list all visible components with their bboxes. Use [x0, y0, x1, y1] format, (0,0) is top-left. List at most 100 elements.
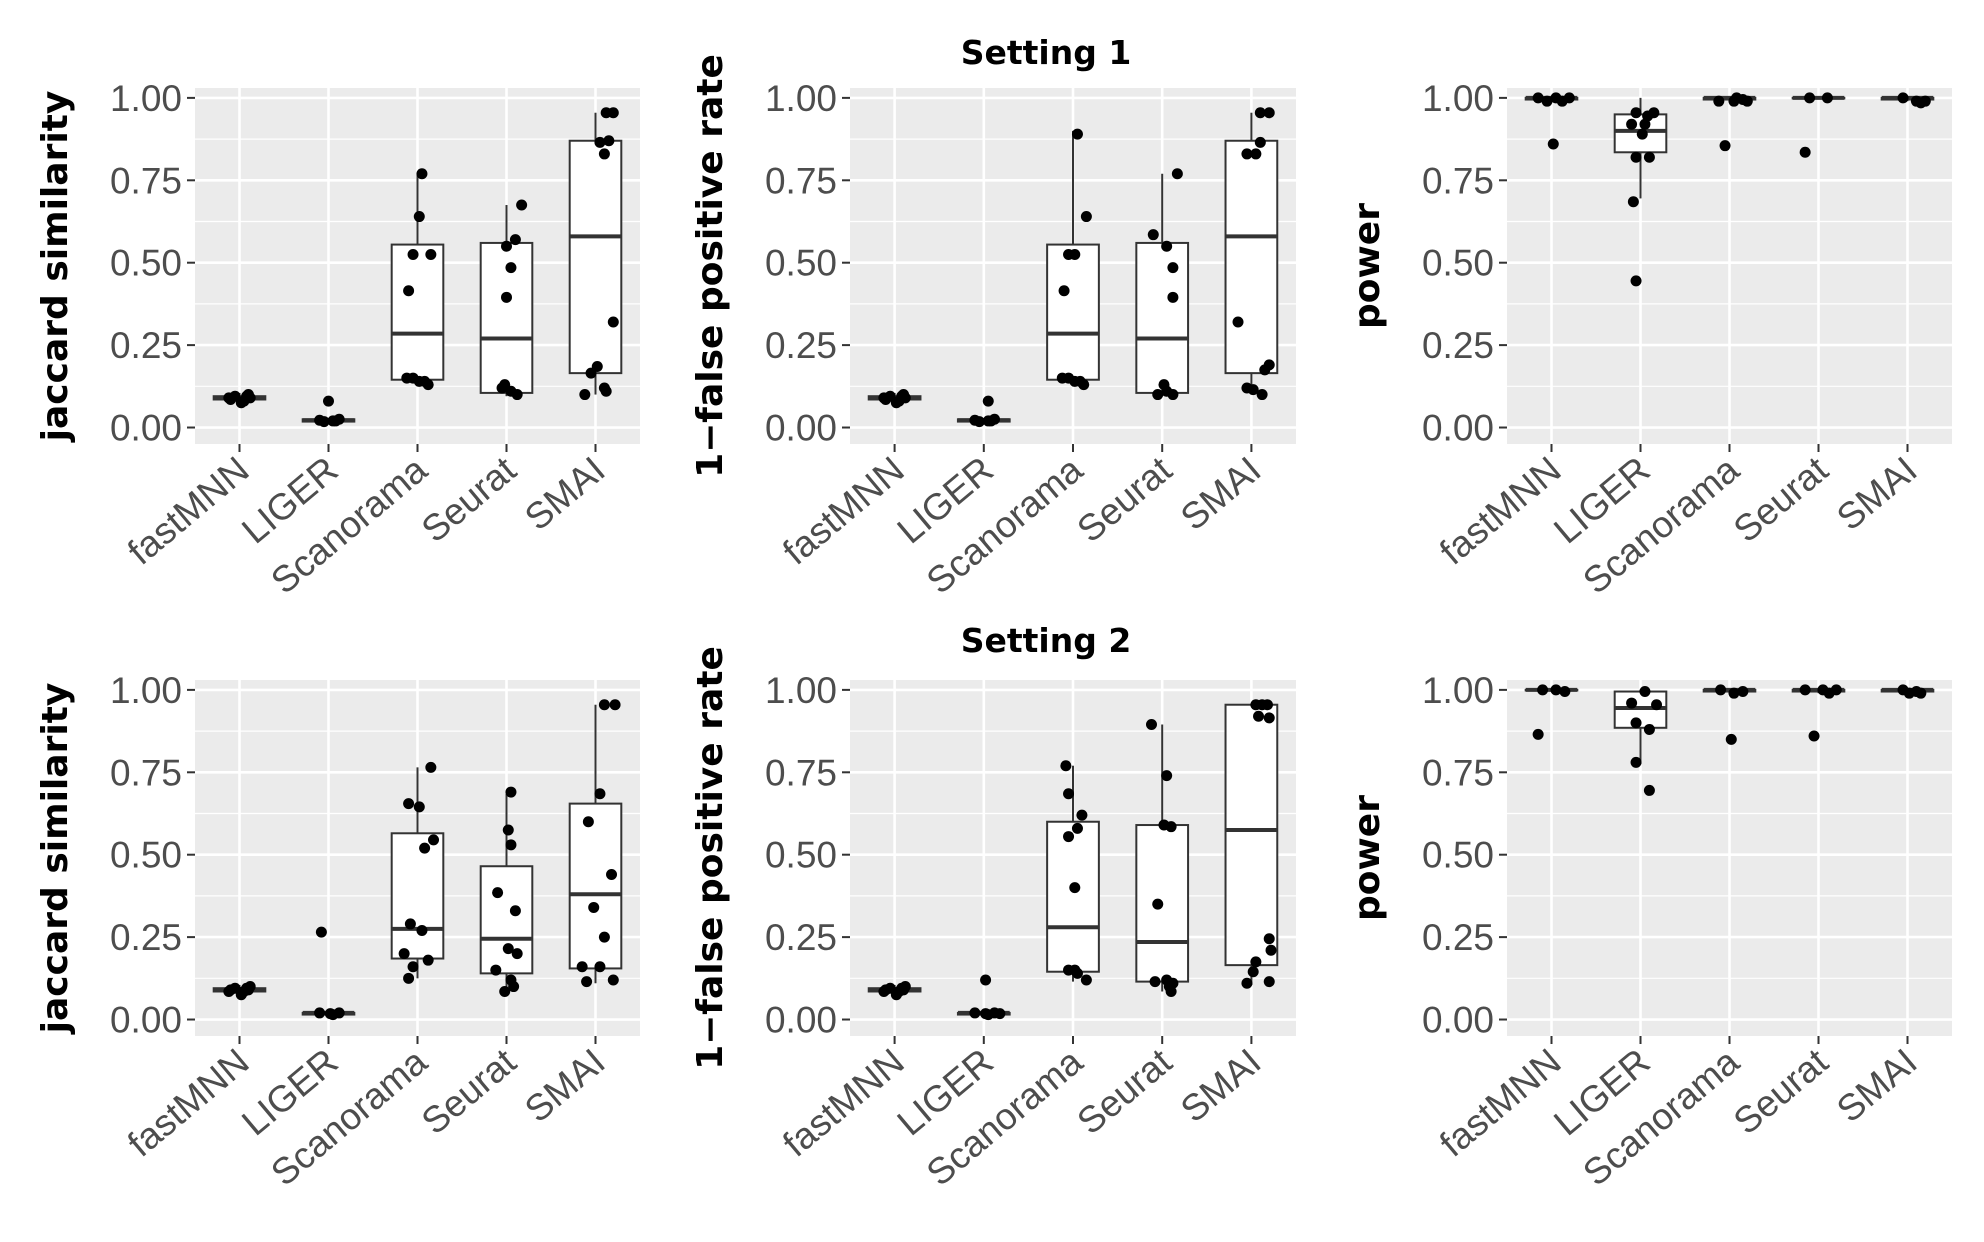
- data-point: [314, 1007, 326, 1019]
- data-point: [1263, 107, 1275, 119]
- data-point: [502, 943, 514, 955]
- x-tick-label: SMAI: [517, 449, 613, 539]
- data-point: [401, 372, 413, 384]
- x-tick-label: Seurat: [1069, 448, 1179, 550]
- box-Scanorama: [1046, 765, 1100, 982]
- data-point: [1165, 821, 1177, 833]
- data-point: [1715, 684, 1727, 696]
- data-point: [1167, 262, 1179, 274]
- y-tick-label: 1.00: [1422, 78, 1494, 119]
- x-tick-label: Seurat: [1726, 1040, 1836, 1142]
- data-point: [980, 1008, 992, 1020]
- data-point: [509, 234, 521, 246]
- data-point: [422, 954, 434, 966]
- data-point: [1265, 944, 1277, 956]
- box-body: [568, 139, 623, 375]
- panel-4: 0.000.250.500.751.00fastMNNLIGERScanoram…: [35, 670, 640, 1194]
- panel-6: 0.000.250.500.751.00fastMNNLIGERScanoram…: [1347, 670, 1952, 1194]
- data-point: [598, 699, 610, 711]
- x-tick-label: fastMNN: [1432, 449, 1569, 573]
- data-point: [1254, 107, 1266, 119]
- data-point: [1636, 128, 1648, 140]
- data-point: [1261, 699, 1273, 711]
- data-point: [576, 961, 588, 973]
- data-point: [241, 390, 253, 402]
- data-point: [1250, 148, 1262, 160]
- data-point: [1149, 976, 1161, 988]
- y-tick-label: 0.00: [765, 1000, 837, 1041]
- data-point: [1071, 822, 1083, 834]
- data-point: [502, 824, 514, 836]
- panel-2: 0.000.250.500.751.00fastMNNLIGERScanoram…: [690, 54, 1296, 602]
- data-point: [982, 395, 994, 407]
- data-point: [973, 416, 985, 428]
- data-point: [425, 761, 437, 773]
- data-point: [1537, 684, 1549, 696]
- panel-3: 0.000.250.500.751.00fastMNNLIGERScanoram…: [1347, 78, 1952, 602]
- data-point: [1063, 788, 1075, 800]
- data-point: [594, 961, 606, 973]
- data-point: [1058, 285, 1070, 297]
- y-tick-label: 1.00: [1422, 670, 1494, 711]
- data-point: [419, 375, 431, 387]
- y-axis-title: power: [1347, 795, 1388, 921]
- y-tick-label: 0.00: [765, 408, 837, 449]
- x-tick-label: fastMNN: [775, 1041, 912, 1165]
- y-tick-label: 0.50: [110, 835, 182, 876]
- x-tick-label: Seurat: [414, 448, 524, 550]
- y-tick-label: 0.50: [110, 243, 182, 284]
- x-tick-label: SMAI: [1829, 449, 1925, 539]
- data-point: [1808, 730, 1820, 742]
- data-point: [333, 1007, 345, 1019]
- data-point: [1728, 95, 1740, 107]
- data-point: [985, 415, 997, 427]
- x-tick-label: fastMNN: [120, 1041, 257, 1165]
- data-point: [425, 248, 437, 260]
- data-point: [1737, 686, 1749, 698]
- data-point: [607, 107, 619, 119]
- data-point: [1541, 95, 1553, 107]
- box-SMAI: [1224, 703, 1279, 985]
- data-point: [1626, 118, 1638, 130]
- y-tick-label: 0.00: [1422, 1000, 1494, 1041]
- data-point: [225, 394, 237, 405]
- data-point: [1799, 146, 1811, 158]
- data-point: [607, 974, 619, 986]
- data-point: [1630, 756, 1642, 768]
- data-point: [508, 981, 520, 993]
- data-point: [1643, 723, 1655, 735]
- data-point: [330, 415, 342, 427]
- data-point: [1547, 138, 1559, 150]
- y-tick-label: 1.00: [110, 670, 182, 711]
- data-point: [416, 168, 428, 180]
- data-point: [318, 416, 330, 428]
- data-point: [1074, 375, 1086, 387]
- data-point: [398, 948, 410, 960]
- data-point: [1069, 248, 1081, 260]
- data-point: [1247, 384, 1259, 396]
- data-point: [413, 211, 425, 223]
- data-point: [505, 786, 517, 798]
- data-point: [1161, 240, 1173, 252]
- x-tick-label: fastMNN: [120, 449, 257, 573]
- data-point: [594, 136, 606, 148]
- data-point: [1915, 687, 1927, 699]
- data-point: [1147, 229, 1159, 241]
- data-point: [223, 986, 235, 997]
- data-point: [1630, 717, 1642, 729]
- data-point: [582, 816, 594, 828]
- y-tick-label: 0.25: [765, 325, 837, 366]
- data-point: [413, 801, 425, 813]
- data-point: [1821, 92, 1833, 104]
- y-tick-label: 0.25: [1422, 917, 1494, 958]
- data-point: [1076, 809, 1088, 821]
- y-tick-label: 1.00: [765, 670, 837, 711]
- data-point: [501, 240, 512, 252]
- data-point: [1563, 92, 1575, 104]
- data-point: [416, 925, 428, 937]
- data-point: [1152, 898, 1164, 910]
- data-point: [1919, 95, 1931, 107]
- x-tick-label: fastMNN: [775, 449, 912, 573]
- box-body: [568, 802, 623, 970]
